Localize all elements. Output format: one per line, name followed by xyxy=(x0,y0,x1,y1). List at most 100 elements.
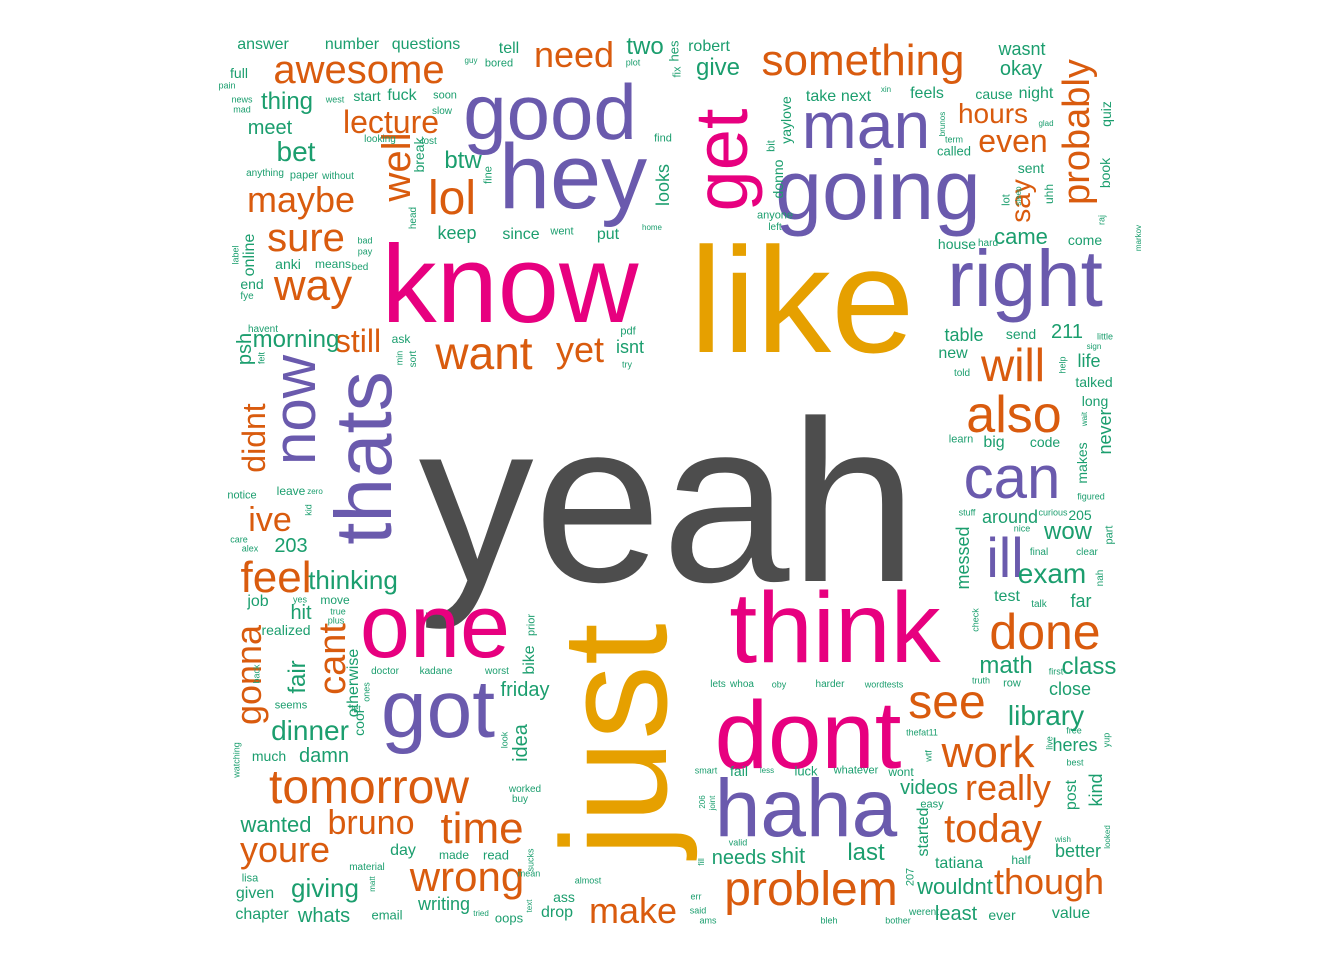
word-makes: makes xyxy=(1074,442,1090,484)
word-bleh: bleh xyxy=(820,915,838,926)
word-library: library xyxy=(1007,700,1085,731)
word-said: said xyxy=(689,905,707,916)
word-wrong: wrong xyxy=(409,853,525,900)
word-come: come xyxy=(1067,232,1103,248)
word-lets: lets xyxy=(710,679,726,690)
word-wanted: wanted xyxy=(240,812,312,837)
word-wouldnt: wouldnt xyxy=(917,874,993,899)
word-two: two xyxy=(626,33,664,60)
word-uhh: uhh xyxy=(1042,183,1056,205)
word-started: started xyxy=(915,807,932,857)
word-hey: hey xyxy=(498,126,648,228)
word-fine: fine xyxy=(482,166,495,184)
word-watching: watching xyxy=(231,742,242,778)
word-exam: exam xyxy=(1017,558,1087,589)
word-bet: bet xyxy=(276,136,316,167)
word-alex: alex xyxy=(241,543,259,554)
word-almost: almost xyxy=(574,875,602,886)
word-brunos: brunos xyxy=(938,111,947,137)
word-row: row xyxy=(1003,677,1021,690)
word-donno: donno xyxy=(770,159,786,199)
word-least: least xyxy=(934,903,978,925)
word-night: night xyxy=(1018,85,1054,102)
word-whatever: whatever xyxy=(833,764,879,777)
word-tell: tell xyxy=(498,40,520,57)
word-isnt: isnt xyxy=(615,337,645,357)
word-full: full xyxy=(230,65,248,81)
word-feels: feels xyxy=(910,85,944,102)
word-class: class xyxy=(1061,653,1117,680)
word-harder: harder xyxy=(815,679,845,690)
word-curious: curious xyxy=(1038,507,1068,518)
word-quiz: quiz xyxy=(1098,101,1114,127)
word-answer: answer xyxy=(237,36,289,53)
word-house: house xyxy=(937,236,977,252)
word-yup: yup xyxy=(1101,732,1112,748)
word-even: even xyxy=(978,123,1048,159)
word-something: something xyxy=(761,36,965,85)
word-yeah: yeah xyxy=(418,373,918,630)
word-value: value xyxy=(1051,905,1091,922)
word-needs: needs xyxy=(711,847,767,869)
word-bike: bike xyxy=(521,645,538,675)
word-long: long xyxy=(1081,393,1109,409)
word-worked: worked xyxy=(508,784,542,795)
word-care: care xyxy=(230,534,248,545)
word-fix: fix xyxy=(671,66,684,78)
word-last: last xyxy=(847,839,885,866)
word-learn: learn xyxy=(948,433,974,446)
word-probably: probably xyxy=(1056,59,1098,205)
word-buy: buy xyxy=(511,794,529,805)
word-lecture: lecture xyxy=(342,104,440,140)
word-left: left xyxy=(768,222,782,233)
word-damn: damn xyxy=(298,745,350,767)
word-leave: leave xyxy=(276,484,306,498)
word-bad: bad xyxy=(357,235,373,246)
word-head: head xyxy=(408,206,419,230)
word-pdf: pdf xyxy=(620,325,636,338)
word-big: big xyxy=(983,434,1005,451)
word-get: get xyxy=(680,108,763,212)
word-time: time xyxy=(440,804,524,853)
word-anyone: anyone xyxy=(756,209,794,222)
word-try: try xyxy=(622,359,632,370)
word-first: first xyxy=(1048,666,1064,677)
word-going: going xyxy=(775,143,981,237)
word-though: though xyxy=(993,861,1105,902)
word-label: label xyxy=(230,245,241,265)
word-xin: xin xyxy=(880,85,892,94)
word-cool: cool xyxy=(351,710,367,736)
word-smart: smart xyxy=(694,765,718,776)
word-wont: wont xyxy=(888,765,914,779)
word-one: one xyxy=(359,577,511,677)
word-soon: soon xyxy=(433,89,457,102)
word-mad: mad xyxy=(233,104,251,115)
word-find: find xyxy=(654,132,672,145)
word-wait: wait xyxy=(1080,411,1089,427)
word-looking: looking xyxy=(364,134,396,145)
word-man: man xyxy=(801,88,931,162)
word-dinner: dinner xyxy=(271,715,349,746)
word-figured: figured xyxy=(1077,491,1105,502)
word-tomorrow: tomorrow xyxy=(268,761,470,814)
word-whats: whats xyxy=(297,905,351,927)
word-felt: felt xyxy=(256,351,267,365)
word-means: means xyxy=(314,257,352,271)
word-fill: fill xyxy=(697,858,706,866)
word-btw: btw xyxy=(444,147,482,174)
word-meet: meet xyxy=(247,117,293,139)
word-bit: bit xyxy=(765,140,778,152)
word-slow: slow xyxy=(431,106,453,117)
word-fail: fail xyxy=(730,763,748,779)
word-thefat11: thefat11 xyxy=(906,727,938,738)
word-havent: havent xyxy=(247,324,279,335)
word-pay: pay xyxy=(357,246,373,257)
word-fair: fair xyxy=(284,660,311,694)
word-notice: notice xyxy=(227,489,257,502)
word-truth: truth xyxy=(971,675,991,686)
word-whoa: whoa xyxy=(730,679,754,690)
word-looks: looks xyxy=(653,163,673,207)
word-know: know xyxy=(381,223,639,346)
word-luck: luck xyxy=(794,763,818,779)
word-plot: plot xyxy=(625,57,641,68)
